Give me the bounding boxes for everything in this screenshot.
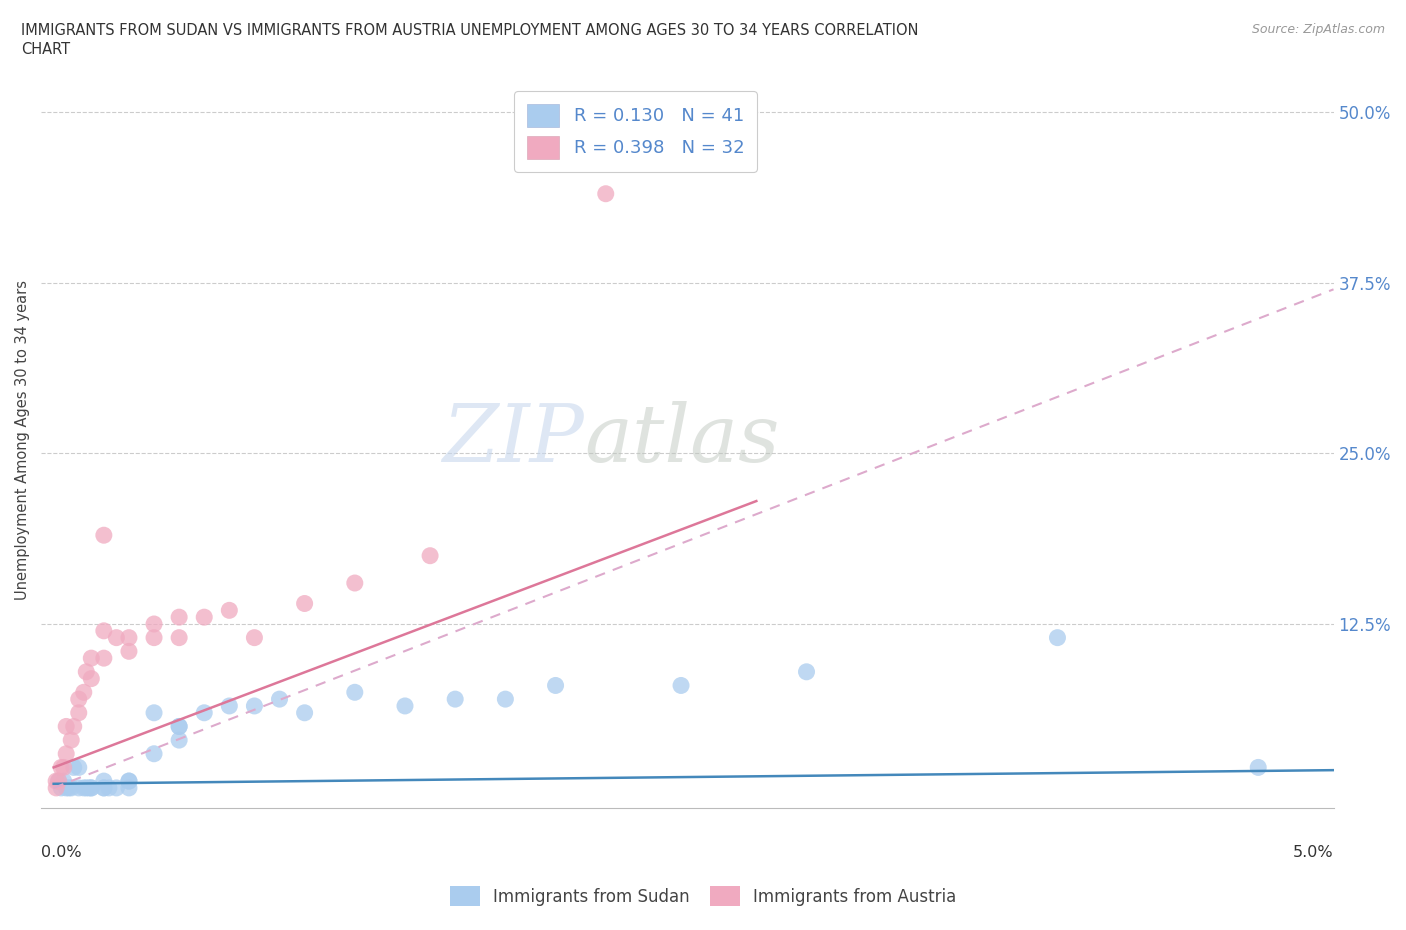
Point [343, 684, 366, 699]
Point [45, 780, 67, 795]
Point [343, 576, 366, 591]
Point [77, 780, 100, 795]
Point [105, 631, 128, 645]
Point [193, 610, 215, 625]
Point [51, 760, 73, 775]
Point [294, 596, 316, 611]
Point [444, 692, 467, 707]
Point [167, 719, 190, 734]
Point [55, 780, 77, 795]
Point [97, 780, 120, 795]
Point [67, 705, 90, 720]
Point [55, 719, 77, 734]
Text: 0.0%: 0.0% [41, 845, 82, 860]
Point [118, 780, 141, 795]
Point [1046, 631, 1069, 645]
Point [48, 774, 70, 789]
Point [93, 651, 115, 666]
Point [60, 733, 83, 748]
Point [294, 705, 316, 720]
Point [167, 610, 190, 625]
Point [73, 780, 96, 795]
Point [52, 774, 75, 789]
Point [51, 780, 73, 795]
Point [419, 549, 441, 564]
Point [118, 774, 141, 789]
Point [118, 631, 141, 645]
Point [67, 760, 90, 775]
Point [80, 780, 103, 795]
Text: 5.0%: 5.0% [1294, 845, 1333, 860]
Text: Source: ZipAtlas.com: Source: ZipAtlas.com [1251, 23, 1385, 36]
Point [143, 746, 166, 761]
Point [595, 186, 617, 201]
Text: IMMIGRANTS FROM SUDAN VS IMMIGRANTS FROM AUSTRIA UNEMPLOYMENT AMONG AGES 30 TO 3: IMMIGRANTS FROM SUDAN VS IMMIGRANTS FROM… [21, 23, 918, 38]
Point [93, 780, 115, 795]
Point [218, 698, 240, 713]
Point [67, 692, 90, 707]
Text: atlas: atlas [583, 401, 779, 478]
Point [60, 780, 83, 795]
Point [52, 760, 75, 775]
Point [93, 623, 115, 638]
Point [167, 719, 190, 734]
Point [75, 780, 97, 795]
Point [494, 692, 516, 707]
Point [80, 780, 103, 795]
Point [55, 746, 77, 761]
Point [118, 644, 141, 658]
Point [118, 774, 141, 789]
Legend: R = 0.130   N = 41, R = 0.398   N = 32: R = 0.130 N = 41, R = 0.398 N = 32 [515, 91, 756, 172]
Legend: Immigrants from Sudan, Immigrants from Austria: Immigrants from Sudan, Immigrants from A… [443, 880, 963, 912]
Point [143, 705, 166, 720]
Point [243, 631, 266, 645]
Point [218, 603, 240, 618]
Point [544, 678, 567, 693]
Point [167, 733, 190, 748]
Point [143, 617, 166, 631]
Point [669, 678, 692, 693]
Point [105, 780, 128, 795]
Point [93, 780, 115, 795]
Text: CHART: CHART [21, 42, 70, 57]
Point [80, 651, 103, 666]
Point [75, 664, 97, 679]
Point [269, 692, 291, 707]
Point [93, 527, 115, 542]
Point [193, 705, 215, 720]
Point [67, 780, 90, 795]
Point [73, 684, 96, 699]
Point [62, 719, 84, 734]
Point [243, 698, 266, 713]
Point [80, 671, 103, 686]
Point [62, 760, 84, 775]
Point [48, 774, 70, 789]
Point [45, 774, 67, 789]
Point [167, 631, 190, 645]
Point [394, 698, 416, 713]
Point [1247, 760, 1270, 775]
Y-axis label: Unemployment Among Ages 30 to 34 years: Unemployment Among Ages 30 to 34 years [15, 280, 30, 600]
Point [143, 631, 166, 645]
Point [796, 664, 818, 679]
Point [93, 774, 115, 789]
Text: ZIP: ZIP [441, 401, 583, 478]
Point [58, 780, 80, 795]
